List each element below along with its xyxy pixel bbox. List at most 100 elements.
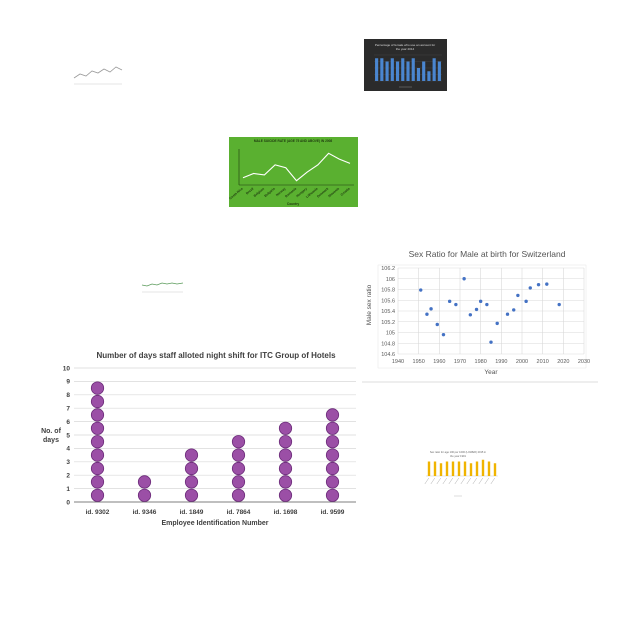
yellow-thumb-bar	[445, 461, 449, 476]
green-thumb-title: MALE SUICIDE RATE (AGE 75 AND ABOVE) IN …	[254, 139, 333, 143]
yellow-thumb-tick-label-mark	[460, 477, 465, 485]
scatter-point	[557, 302, 561, 307]
dark-thumb-bar	[375, 58, 379, 81]
small-green-line-thumbnail-svg	[141, 282, 184, 293]
scatter-point	[441, 332, 446, 337]
scatter-point	[447, 299, 452, 304]
green-thumb-line	[242, 152, 351, 182]
dot-y-tick-label: 2	[66, 473, 70, 480]
yellow-thumb-bar	[457, 461, 461, 476]
small-green-line-thumbnail	[137, 272, 187, 300]
dot-marker	[90, 475, 105, 489]
dot-marker	[278, 475, 293, 489]
gray-line-thumbnail-svg	[73, 66, 123, 85]
scatter-y-tick-label: 105.6	[381, 298, 395, 304]
dot-x-tick-label: id. 9599	[321, 509, 345, 516]
dot-x-tick-label: id. 9346	[133, 509, 157, 516]
dark-thumb-bar	[380, 58, 384, 81]
dot-marker	[325, 488, 340, 502]
yellow-thumb-title-line2: the year 1991	[450, 454, 466, 458]
dot-marker	[90, 461, 105, 476]
scatter-point	[419, 288, 423, 292]
dark-thumb-title-line1: Percentage of female who use an account …	[375, 43, 435, 47]
scatter-x-tick-label: 1970	[454, 359, 466, 365]
dot-x-tick-label: id. 1849	[180, 509, 204, 516]
dot-marker	[184, 488, 199, 502]
scatter-x-tick-label: 2000	[516, 359, 528, 365]
dark-thumb-bar	[437, 61, 441, 81]
scatter-x-tick-label: 2030	[578, 359, 590, 365]
green-thumb-x-tick-label: Hungary	[295, 187, 308, 199]
yellow-thumb-tick-label-mark	[478, 477, 483, 485]
dot-y-tick-label: 6	[66, 419, 70, 426]
scatter-point	[505, 312, 510, 316]
yellow-thumb-bar	[433, 461, 437, 476]
yellow-thumb-tick-label-mark	[484, 477, 489, 485]
dark-thumb-bar	[390, 58, 394, 81]
green-thumb-x-tick-label: Slovenia	[327, 187, 340, 199]
scatter-x-tick-label: 1940	[392, 359, 404, 365]
scatter-x-tick-label: 1950	[413, 359, 425, 365]
green-thumb-x-tick-label: Costa Rica	[229, 187, 244, 201]
dot-chart-svg: Number of days staff alloted night shift…	[41, 351, 356, 527]
dot-marker	[137, 488, 152, 502]
yellow-thumb-tick-label-mark	[490, 477, 495, 485]
scatter-point	[516, 293, 520, 298]
dot-marker	[325, 475, 340, 489]
dot-y-tick-label: 10	[63, 365, 71, 372]
scatter-point	[485, 302, 489, 307]
green-line-thumbnail-svg: MALE SUICIDE RATE (AGE 75 AND ABOVE) IN …	[229, 139, 354, 206]
scatter-y-tick-label: 104.8	[381, 341, 395, 347]
dot-marker	[184, 475, 199, 489]
yellow-thumb-bar	[451, 461, 455, 476]
dot-marker	[184, 448, 199, 462]
scatter-y-axis-label: Male sex ratio	[366, 284, 373, 325]
dot-marker	[90, 448, 105, 462]
dot-marker	[231, 448, 246, 462]
scatter-point	[454, 302, 458, 307]
dark-thumb-bar	[427, 71, 431, 81]
scatter-plot-frame	[377, 264, 587, 369]
dot-y-tick-label: 0	[66, 499, 70, 506]
scatter-x-tick-label: 2010	[537, 359, 549, 365]
green-thumb-x-axis-label: Country	[287, 202, 299, 206]
scatter-y-tick-label: 104.6	[381, 352, 395, 358]
scatter-point	[495, 321, 499, 326]
dot-marker	[90, 394, 105, 409]
scatter-y-tick-label: 105.4	[381, 309, 395, 315]
scatter-point	[429, 307, 433, 311]
yellow-thumb-bar	[469, 463, 473, 476]
scatter-point	[435, 322, 439, 327]
yellow-thumb-title-line1: Sex ratio for age 100 per 1000 (LOWER) 2…	[430, 450, 487, 454]
dot-marker	[325, 421, 340, 435]
dot-y-tick-label: 9	[66, 379, 70, 386]
scatter-point	[512, 308, 516, 312]
scatter-x-tick-label: 1980	[475, 359, 487, 365]
yellow-thumb-bar	[487, 461, 491, 476]
dot-marker	[278, 461, 293, 476]
scatter-point	[545, 282, 549, 286]
dot-marker	[278, 421, 293, 435]
gray-line-thumbnail	[66, 58, 126, 92]
yellow-thumb-tick-label-mark	[466, 477, 471, 485]
dot-x-tick-label: id. 1698	[274, 509, 298, 516]
yellow-thumb-tick-label-mark	[442, 477, 447, 485]
scatter-point	[468, 313, 473, 317]
dot-marker	[90, 488, 105, 502]
scatter-chart-panel: Sex Ratio for Male at birth for Switzerl…	[362, 243, 598, 383]
yellow-thumb-bar	[463, 461, 467, 476]
yellow-thumb-tick-label-mark	[454, 477, 459, 485]
dark-thumb-bar	[416, 68, 421, 81]
dot-x-tick-label: id. 7864	[227, 509, 251, 516]
dot-chart-title: Number of days staff alloted night shift…	[96, 351, 336, 360]
yellow-thumb-bar	[475, 461, 479, 476]
dot-y-tick-label: 3	[66, 459, 70, 466]
scatter-point	[528, 286, 532, 290]
green-thumb-x-tick-label: Denmark	[316, 187, 329, 199]
dot-y-tick-label: 5	[66, 432, 70, 439]
yellow-thumb-bar	[439, 463, 443, 476]
dot-marker	[278, 448, 293, 462]
dot-marker	[278, 435, 293, 449]
dark-thumb-bar	[411, 58, 415, 81]
scatter-point	[462, 277, 466, 281]
